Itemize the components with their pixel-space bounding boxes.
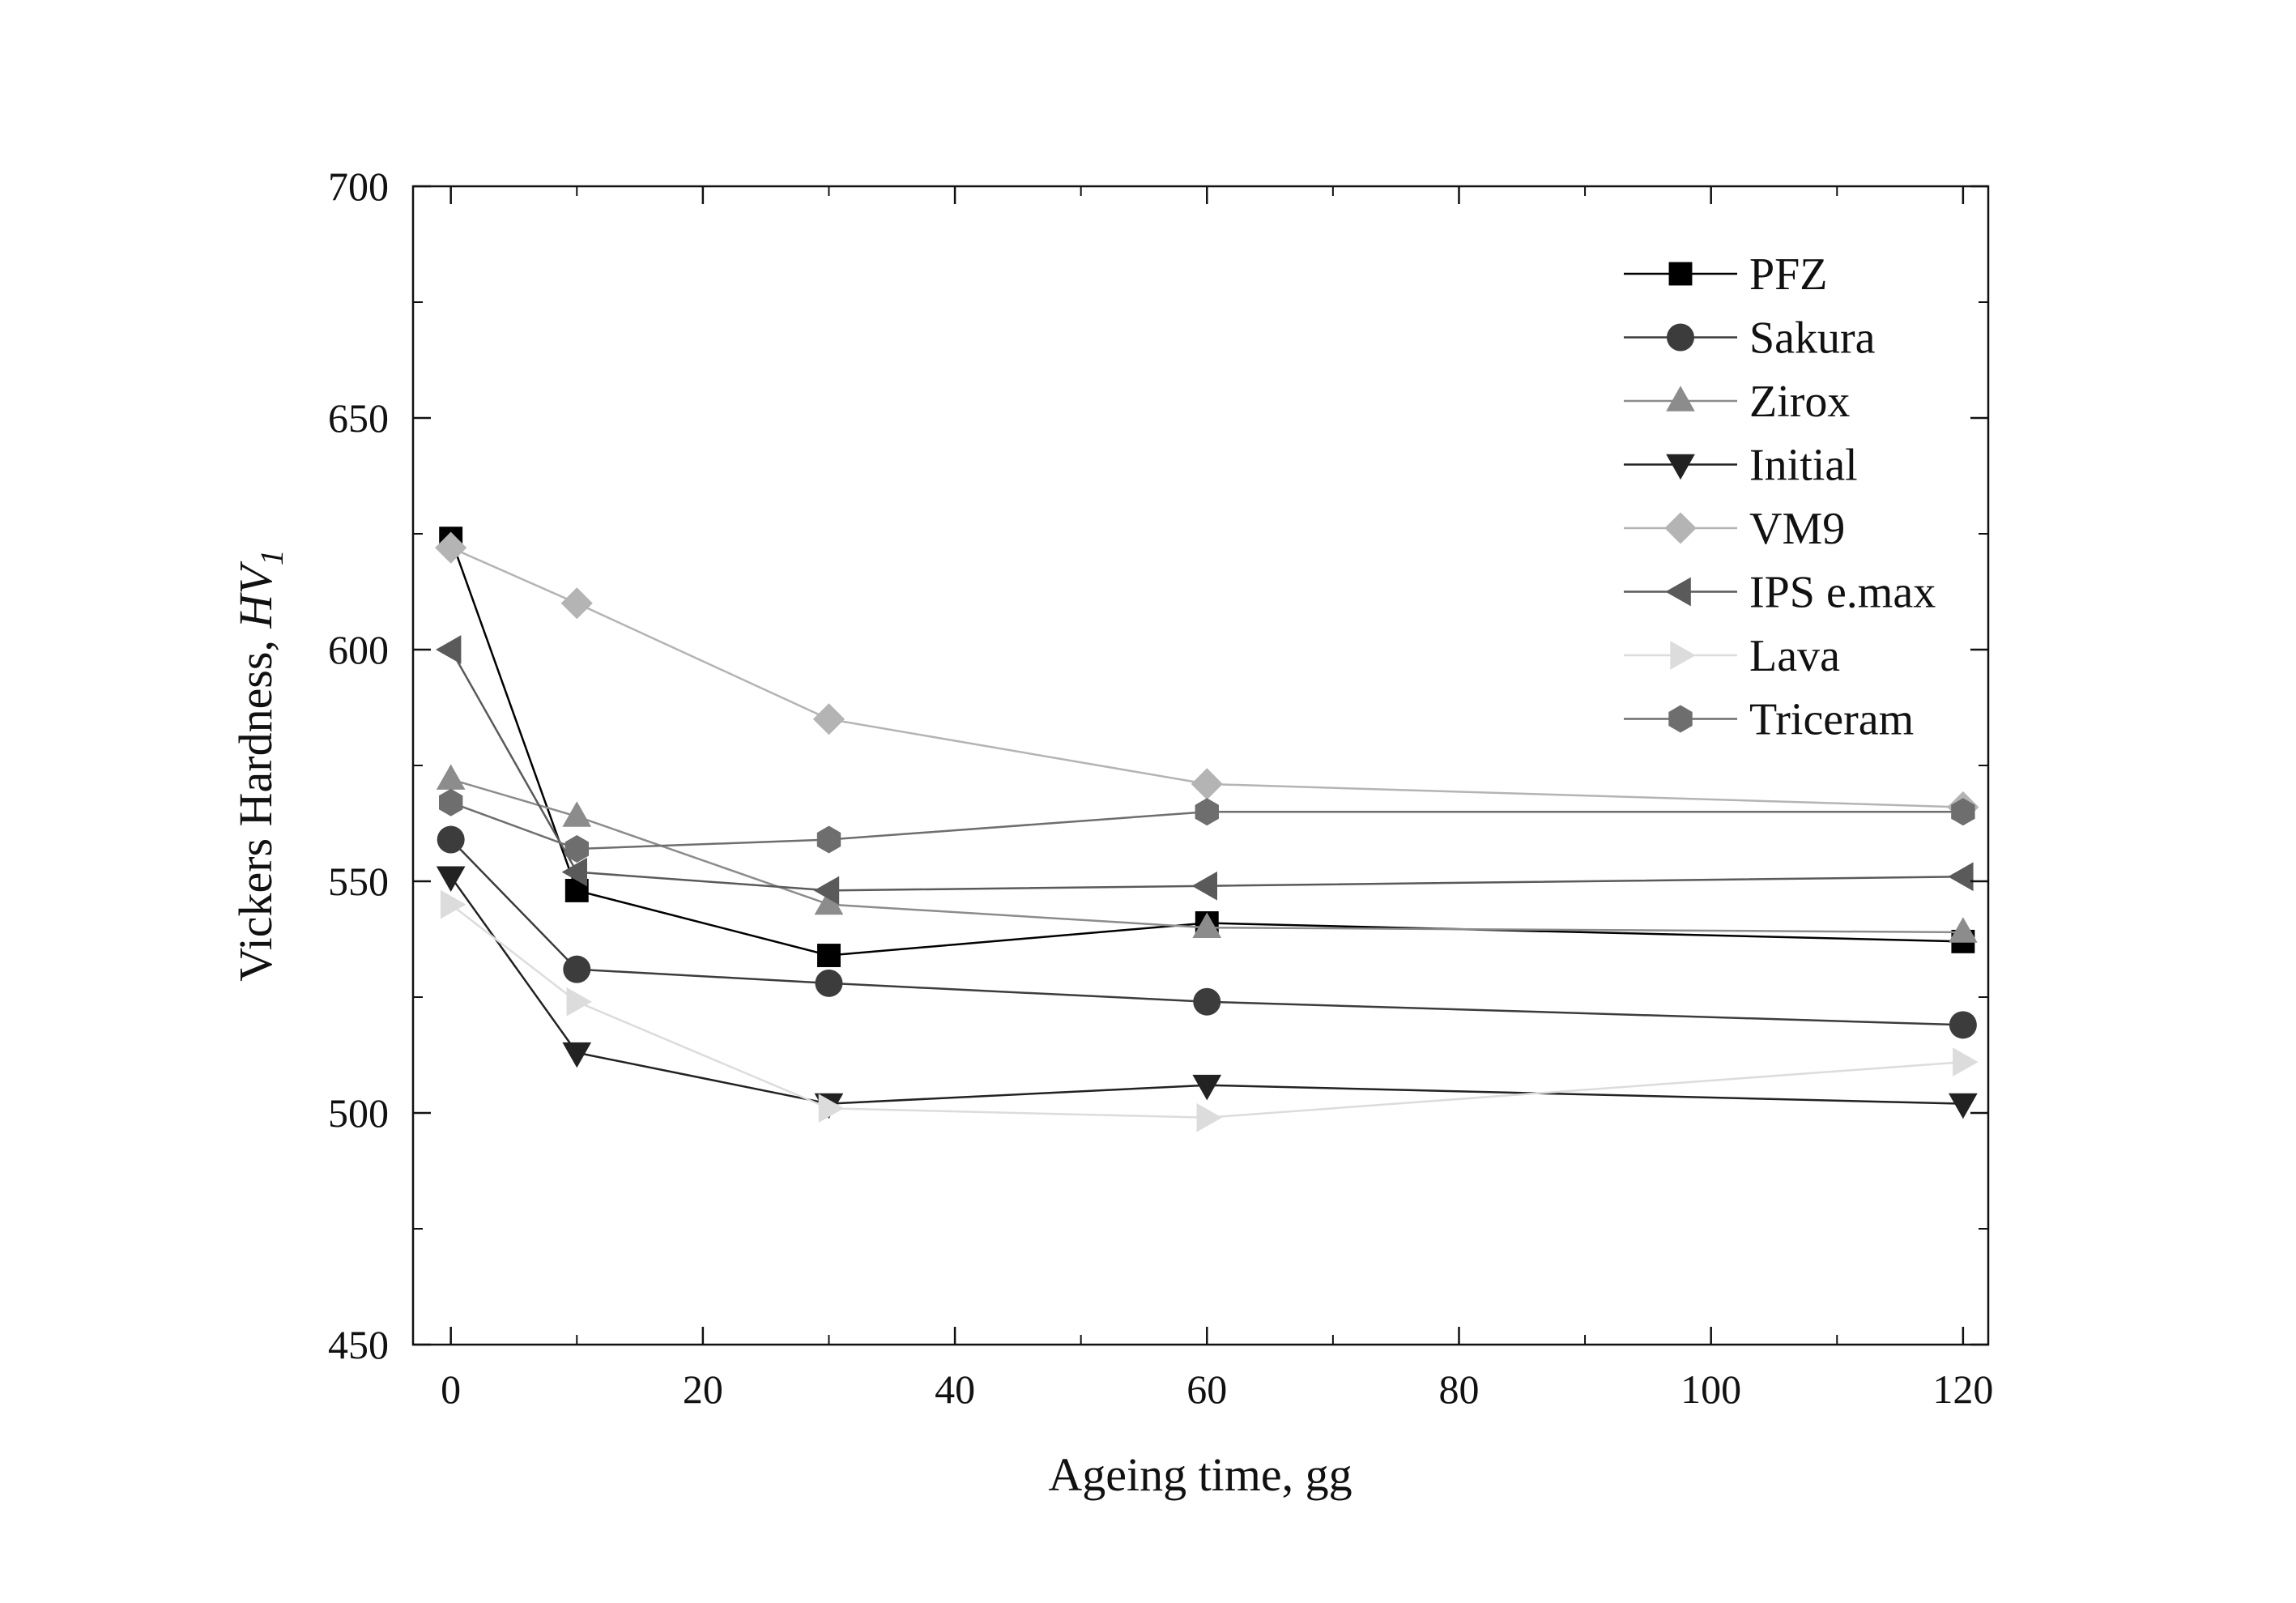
data-point-sakura bbox=[815, 969, 843, 997]
y-tick-label: 700 bbox=[328, 164, 389, 209]
legend-label: Sakura bbox=[1749, 313, 1876, 364]
series-sakura bbox=[437, 825, 1977, 1039]
data-point-lava bbox=[1196, 1102, 1222, 1132]
legend-marker bbox=[1670, 641, 1696, 670]
data-point-ips-e-max bbox=[436, 635, 462, 664]
legend-item-vm9: VM9 bbox=[1624, 504, 1845, 554]
x-tick-label: 40 bbox=[935, 1366, 975, 1412]
data-point-vm9 bbox=[1191, 768, 1223, 800]
y-tick-label: 550 bbox=[328, 859, 389, 904]
series-zirox bbox=[436, 764, 1978, 943]
y-tick-label: 600 bbox=[328, 627, 389, 672]
data-point-lava bbox=[1953, 1047, 1979, 1076]
legend-label: Lava bbox=[1749, 631, 1840, 681]
y-tick-label: 500 bbox=[328, 1090, 389, 1136]
data-point-pfz bbox=[817, 944, 841, 967]
data-point-initial bbox=[436, 866, 466, 892]
x-axis-title: Ageing time, gg bbox=[1048, 1448, 1352, 1501]
x-tick-label: 20 bbox=[683, 1366, 723, 1412]
legend-marker bbox=[1668, 705, 1693, 733]
y-axis-title-text: Vickers Hardness, bbox=[229, 629, 282, 982]
data-point-sakura bbox=[1193, 987, 1221, 1016]
series-layer bbox=[435, 527, 1979, 1132]
legend-marker bbox=[1667, 323, 1694, 352]
y-tick-label: 650 bbox=[328, 395, 389, 441]
data-point-zirox bbox=[1949, 917, 1978, 943]
y-axis-title-subscript: 1 bbox=[253, 549, 290, 565]
data-point-triceram bbox=[1195, 798, 1219, 826]
x-tick-label: 100 bbox=[1680, 1366, 1741, 1412]
legend-marker bbox=[1666, 454, 1695, 480]
data-point-zirox bbox=[1192, 912, 1222, 938]
legend-item-initial: Initial bbox=[1624, 441, 1858, 491]
data-point-vm9 bbox=[560, 587, 593, 620]
data-point-zirox bbox=[436, 764, 466, 790]
legend-marker bbox=[1665, 577, 1691, 607]
data-point-vm9 bbox=[812, 703, 845, 735]
x-tick-label: 60 bbox=[1186, 1366, 1227, 1412]
data-point-lava bbox=[818, 1094, 845, 1123]
series-triceram bbox=[439, 788, 1975, 863]
x-tick-label: 0 bbox=[441, 1366, 461, 1412]
legend-item-triceram: Triceram bbox=[1624, 695, 1914, 745]
legend-label: Triceram bbox=[1749, 695, 1914, 745]
data-point-lava bbox=[566, 987, 592, 1017]
legend-label: IPS e.max bbox=[1749, 568, 1936, 618]
legend-item-lava: Lava bbox=[1624, 631, 1840, 681]
data-point-ips-e-max bbox=[1191, 871, 1217, 901]
legend-item-pfz: PFZ bbox=[1624, 249, 1828, 300]
legend-label: Initial bbox=[1749, 441, 1858, 491]
legend: PFZ Sakura Zirox Initial VM9 IPS e.max Lava Tri… bbox=[1624, 249, 1936, 745]
data-point-zirox bbox=[562, 801, 592, 827]
data-point-initial bbox=[1949, 1093, 1978, 1119]
y-tick-label: 450 bbox=[328, 1322, 389, 1367]
data-point-triceram bbox=[816, 825, 841, 854]
data-point-vm9 bbox=[435, 531, 467, 564]
x-tick-label: 80 bbox=[1438, 1366, 1479, 1412]
legend-marker bbox=[1666, 386, 1695, 411]
y-axis-title-symbol: HV bbox=[229, 561, 282, 629]
legend-label: VM9 bbox=[1749, 504, 1845, 554]
data-point-sakura bbox=[563, 955, 591, 983]
data-point-triceram bbox=[564, 835, 589, 863]
y-axis-title: Vickers Hardness, HV1 bbox=[229, 549, 290, 982]
data-point-triceram bbox=[1951, 798, 1975, 826]
data-point-initial bbox=[562, 1042, 592, 1068]
data-point-sakura bbox=[437, 825, 465, 854]
x-tick-label: 120 bbox=[1932, 1366, 1993, 1412]
series-ips-e-max bbox=[436, 635, 1974, 906]
data-point-triceram bbox=[439, 788, 463, 816]
legend-marker bbox=[1668, 262, 1693, 286]
data-point-initial bbox=[1192, 1074, 1222, 1101]
legend-marker bbox=[1664, 512, 1697, 544]
data-point-lava bbox=[440, 889, 466, 919]
legend-label: PFZ bbox=[1749, 249, 1828, 300]
data-point-ips-e-max bbox=[561, 857, 587, 887]
data-point-sakura bbox=[1949, 1011, 1977, 1039]
legend-item-zirox: Zirox bbox=[1624, 377, 1850, 427]
legend-item-sakura: Sakura bbox=[1624, 313, 1876, 364]
legend-label: Zirox bbox=[1749, 377, 1850, 427]
data-point-ips-e-max bbox=[813, 876, 840, 906]
data-point-zirox bbox=[814, 889, 844, 915]
series-lava bbox=[440, 889, 1979, 1132]
legend-item-ips-e-max: IPS e.max bbox=[1624, 568, 1936, 618]
data-point-ips-e-max bbox=[1948, 862, 1974, 892]
axis-layer: 0 20 40 60 80 100 120 450 500 550 600 650 700 bbox=[328, 164, 1993, 1412]
